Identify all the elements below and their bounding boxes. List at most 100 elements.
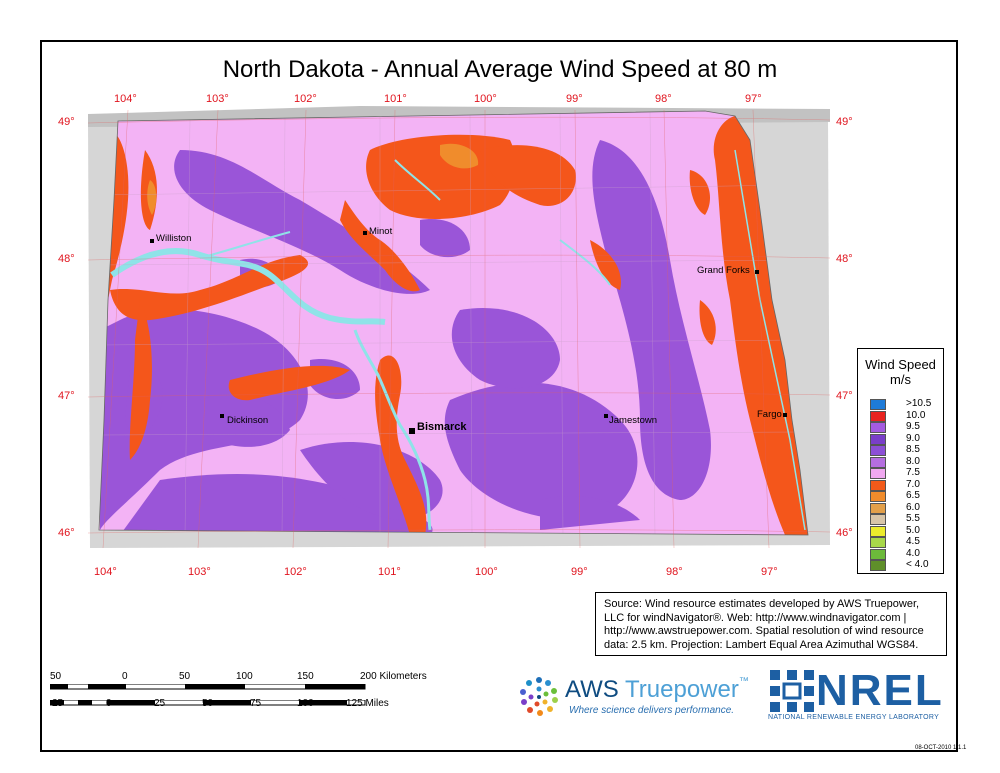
longitude-label-top: 104° — [114, 93, 137, 105]
legend-swatch — [870, 491, 886, 502]
legend-swatch — [870, 560, 886, 571]
latitude-label-left: 49° — [58, 116, 75, 128]
jamestown-marker — [604, 414, 608, 418]
dickinson-marker — [220, 414, 224, 418]
legend-swatch — [870, 502, 886, 514]
legend-item: < 4.0 — [870, 559, 940, 572]
longitude-label-top: 97° — [745, 93, 762, 105]
nrel-subtitle: NATIONAL RENEWABLE ENERGY LABORATORY — [768, 714, 940, 721]
legend-label: < 4.0 — [906, 559, 929, 570]
mile-label: 50 — [202, 698, 214, 709]
longitude-label-bottom: 101° — [378, 566, 401, 578]
williston-marker — [150, 239, 154, 243]
legend-label: 9.0 — [906, 432, 920, 444]
km-label: 150 — [297, 671, 314, 682]
mile-label: 25 — [154, 698, 166, 709]
latitude-label-right: 48° — [836, 253, 853, 265]
nrel-wordmark: NREL — [816, 666, 944, 715]
legend-label: 6.5 — [906, 490, 920, 501]
legend-item: 6.0 — [870, 501, 940, 515]
km-label: 50 — [50, 671, 62, 682]
legend-item: 7.0 — [870, 479, 940, 492]
km-label: 50 — [179, 671, 191, 682]
legend-label: 8.5 — [906, 444, 920, 455]
longitude-label-top: 101° — [384, 93, 407, 105]
legend-label: 4.5 — [906, 536, 920, 547]
aws-wordmark-light: Truepower — [625, 676, 739, 703]
latitude-label-left: 47° — [58, 390, 75, 402]
aws-tagline: Where science delivers performance. — [569, 705, 735, 716]
longitude-label-top: 102° — [294, 93, 317, 105]
legend-item: 9.0 — [870, 432, 940, 446]
legend-swatch — [870, 433, 886, 445]
legend-swatch — [870, 548, 886, 560]
legend-swatch — [870, 445, 886, 456]
legend-item: 4.0 — [870, 547, 940, 561]
longitude-label-bottom: 97° — [761, 566, 778, 578]
legend-swatch — [870, 479, 886, 491]
legend-item: 4.5 — [870, 536, 940, 549]
longitude-label-bottom: 103° — [188, 566, 211, 578]
latitude-label-right: 49° — [836, 116, 853, 128]
legend-label: 5.5 — [906, 513, 920, 524]
legend-swatch — [870, 422, 886, 433]
grand-forks-marker — [755, 270, 759, 274]
latitude-label-right: 47° — [836, 390, 853, 402]
legend-title: Wind Speed m/s — [858, 357, 943, 387]
longitude-label-bottom: 98° — [666, 566, 683, 578]
city-label-jamestown: Jamestown — [609, 415, 658, 426]
legend-swatch — [870, 410, 886, 422]
legend-label: 6.0 — [906, 501, 920, 513]
scale-bar: 50 0 50 100 150 200 Kilometers 25 0 25 5… — [50, 668, 450, 718]
legend-swatch — [870, 514, 886, 525]
city-label-williston: Williston — [156, 233, 192, 244]
wind-speed-legend: Wind Speed m/s >10.5 10.0 9.5 9.0 8.5 8.0 7.5 7… — [857, 348, 944, 574]
legend-swatch — [870, 456, 886, 468]
mile-label: 125 Miles — [346, 698, 389, 709]
mile-label: 75 — [250, 698, 262, 709]
city-label-dickinson: Dickinson — [227, 415, 269, 426]
longitude-label-bottom: 99° — [571, 566, 588, 578]
map-title: North Dakota - Annual Average Wind Speed… — [222, 56, 778, 83]
fargo-marker — [783, 413, 787, 417]
longitude-label-top: 100° — [474, 93, 497, 105]
latitude-label-right: 46° — [836, 527, 853, 539]
longitude-label-top: 98° — [655, 93, 672, 105]
graticule — [87, 109, 831, 549]
aws-truepower-logo: AWS Truepower™ Where science delivers pe… — [515, 672, 765, 722]
longitude-label-bottom: 104° — [94, 566, 117, 578]
km-scale-graphic — [50, 684, 366, 690]
aws-burst-icon — [520, 677, 558, 716]
legend-item: 5.0 — [870, 525, 940, 538]
legend-label: >10.5 — [906, 398, 932, 409]
longitude-label-top: 103° — [206, 93, 229, 105]
nrel-emblem-icon — [770, 670, 814, 712]
nrel-logo: NREL NATIONAL RENEWABLE ENERGY LABORATOR… — [768, 666, 953, 732]
datestamp: 08-OCT-2010 1.1.1 — [915, 745, 967, 751]
legend-label: 9.5 — [906, 421, 920, 432]
city-label-bismarck: Bismarck — [417, 421, 467, 433]
longitude-label-top: 99° — [566, 93, 583, 105]
legend-swatch — [870, 468, 886, 479]
legend-label: 4.0 — [906, 547, 920, 559]
mile-label: 0 — [106, 698, 112, 709]
county-lines — [99, 111, 801, 535]
km-label: 0 — [122, 671, 128, 682]
longitude-label-bottom: 102° — [284, 566, 307, 578]
legend-item: 8.5 — [870, 444, 940, 457]
aws-trademark: ™ — [738, 676, 749, 687]
aws-wordmark-dark: AWS — [565, 676, 619, 703]
latitude-label-left: 46° — [58, 527, 75, 539]
legend-item: 5.5 — [870, 513, 940, 526]
legend-title-line1: Wind Speed — [865, 357, 936, 372]
legend-title-line2: m/s — [890, 372, 911, 387]
legend-item: 9.5 — [870, 421, 940, 434]
legend-label: 10.0 — [906, 409, 926, 421]
city-label-fargo: Fargo — [757, 409, 782, 420]
city-label-grand-forks: Grand Forks — [697, 265, 750, 276]
city-label-minot: Minot — [369, 226, 393, 237]
minot-marker — [363, 231, 367, 235]
state-boundary — [98, 110, 809, 536]
mile-label: 25 — [52, 698, 64, 709]
